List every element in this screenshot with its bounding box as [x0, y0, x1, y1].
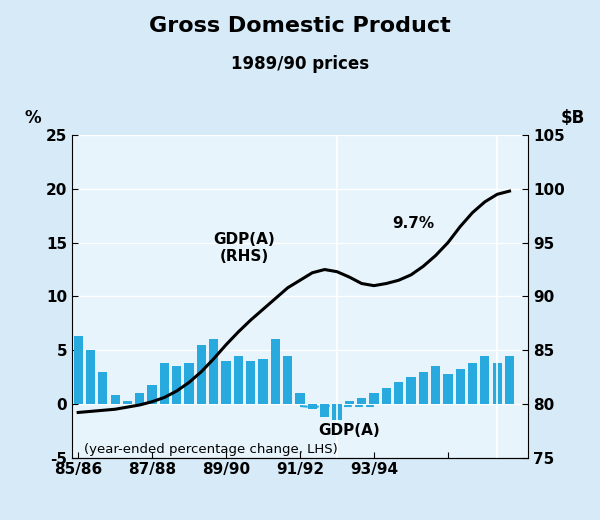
- Bar: [308, 404, 317, 409]
- Bar: [370, 393, 379, 404]
- Bar: [443, 374, 452, 404]
- Bar: [234, 356, 243, 404]
- Text: $B: $B: [561, 109, 585, 127]
- Bar: [209, 340, 218, 404]
- Bar: [455, 370, 465, 404]
- Bar: [419, 372, 428, 404]
- Bar: [246, 361, 256, 404]
- Bar: [382, 388, 391, 404]
- Bar: [505, 356, 514, 404]
- Bar: [394, 382, 403, 404]
- Bar: [135, 393, 145, 404]
- Text: GDP(A)
(RHS): GDP(A) (RHS): [214, 232, 275, 264]
- Bar: [468, 363, 477, 404]
- Bar: [431, 366, 440, 404]
- Bar: [74, 336, 83, 404]
- Bar: [332, 404, 341, 420]
- Bar: [480, 356, 490, 404]
- Bar: [406, 377, 416, 404]
- Text: 1989/90 prices: 1989/90 prices: [231, 55, 369, 73]
- Text: (year-ended percentage change, LHS): (year-ended percentage change, LHS): [85, 443, 338, 456]
- Bar: [357, 398, 366, 404]
- Bar: [221, 361, 230, 404]
- Bar: [295, 393, 305, 404]
- Bar: [283, 356, 292, 404]
- Bar: [148, 384, 157, 404]
- Bar: [271, 340, 280, 404]
- Bar: [98, 372, 107, 404]
- Bar: [110, 395, 120, 404]
- Bar: [197, 345, 206, 404]
- Bar: [493, 363, 502, 404]
- Text: GDP(A): GDP(A): [319, 423, 380, 438]
- Bar: [160, 363, 169, 404]
- Bar: [172, 366, 181, 404]
- Bar: [344, 400, 354, 404]
- Bar: [259, 359, 268, 404]
- Text: 9.7%: 9.7%: [392, 216, 434, 231]
- Text: Gross Domestic Product: Gross Domestic Product: [149, 16, 451, 35]
- Text: %: %: [25, 109, 41, 127]
- Bar: [320, 404, 329, 417]
- Bar: [86, 350, 95, 404]
- Bar: [123, 400, 132, 404]
- Bar: [184, 363, 194, 404]
